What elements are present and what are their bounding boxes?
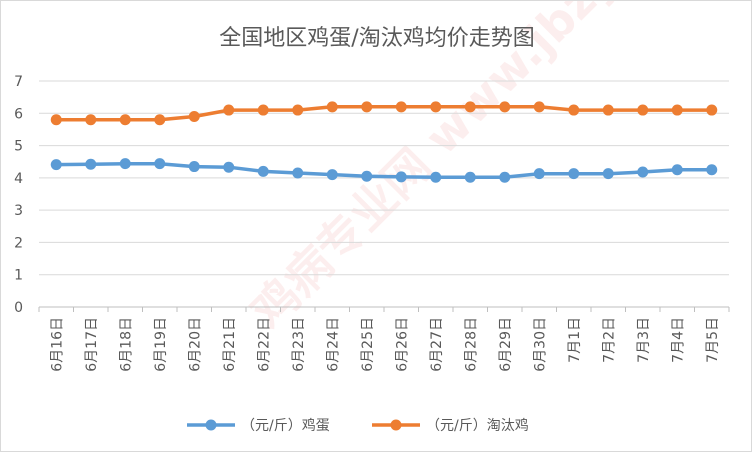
- y-tick-label: 0: [14, 300, 23, 316]
- data-point: [257, 165, 269, 177]
- data-point: [188, 111, 200, 123]
- y-tick-label: 6: [14, 106, 23, 122]
- grid: [39, 80, 729, 308]
- x-tick-label: 7月2日: [601, 317, 617, 363]
- data-point: [602, 168, 614, 180]
- series-line: [54, 105, 714, 122]
- data-point: [568, 168, 580, 180]
- data-point: [50, 159, 62, 171]
- data-point: [637, 166, 649, 178]
- x-tick-label: 6月28日: [463, 317, 479, 372]
- data-point: [637, 104, 649, 116]
- series-2: [50, 101, 718, 126]
- x-tick-label: 7月4日: [670, 317, 686, 363]
- data-point: [706, 164, 718, 176]
- data-point: [464, 171, 476, 183]
- data-point: [602, 104, 614, 116]
- data-point: [119, 158, 131, 170]
- legend-label: （元/斤）鸡蛋: [241, 417, 330, 434]
- x-tick-label: 7月1日: [567, 317, 583, 363]
- data-point: [154, 158, 166, 170]
- x-tick-label: 6月29日: [498, 317, 514, 372]
- data-point: [361, 101, 373, 113]
- data-point: [50, 114, 62, 126]
- y-tick-label: 2: [14, 235, 23, 251]
- data-point: [257, 104, 269, 116]
- legend-label: （元/斤）淘汰鸡: [426, 417, 529, 434]
- x-tick-label: 6月18日: [118, 317, 134, 372]
- data-point: [292, 167, 304, 179]
- x-axis: 6月16日 6月17日 6月18日 6月19日 6月20日 6月21日 6月22日 6月23日…: [38, 307, 730, 372]
- legend-marker: [390, 419, 402, 431]
- data-point: [119, 114, 131, 126]
- legend-item: （元/斤）淘汰鸡: [372, 417, 529, 434]
- chart-title: 全国地区鸡蛋/淘汰鸡均价走势图: [219, 26, 534, 51]
- y-tick-label: 3: [14, 203, 23, 219]
- series: [50, 101, 718, 183]
- y-tick-label: 1: [14, 268, 23, 284]
- x-tick-label: 6月24日: [325, 317, 341, 372]
- data-point: [326, 101, 338, 113]
- x-tick-label: 7月3日: [636, 317, 652, 363]
- legend-marker: [205, 419, 217, 431]
- legend-item: （元/斤）鸡蛋: [187, 417, 330, 434]
- data-point: [361, 170, 373, 182]
- data-point: [533, 101, 545, 113]
- data-point: [395, 101, 407, 113]
- data-point: [671, 164, 683, 176]
- x-tick-label: 6月21日: [222, 317, 238, 372]
- data-point: [706, 104, 718, 116]
- data-point: [568, 104, 580, 116]
- data-point: [292, 104, 304, 116]
- y-tick-label: 4: [14, 171, 23, 187]
- x-tick-label: 6月16日: [49, 317, 65, 372]
- x-tick-label: 6月19日: [153, 317, 169, 372]
- data-point: [85, 114, 97, 126]
- data-point: [188, 161, 200, 173]
- y-axis: 0 1 2 3 4 5 6 7: [14, 74, 23, 316]
- x-tick-label: 7月5日: [705, 317, 721, 363]
- legend: （元/斤）鸡蛋 （元/斤）淘汰鸡: [187, 417, 529, 434]
- series-1: [50, 158, 718, 183]
- data-point: [671, 104, 683, 116]
- data-point: [223, 161, 235, 173]
- data-point: [395, 171, 407, 183]
- data-point: [326, 169, 338, 181]
- data-point: [223, 104, 235, 116]
- x-tick-label: 6月27日: [429, 317, 445, 372]
- data-point: [499, 171, 511, 183]
- data-point: [85, 158, 97, 170]
- x-tick-label: 6月30日: [532, 317, 548, 372]
- x-tick-label: 6月25日: [360, 317, 376, 372]
- series-line: [54, 161, 714, 179]
- data-point: [464, 101, 476, 113]
- x-tick-label: 6月22日: [256, 317, 272, 372]
- data-point: [430, 171, 442, 183]
- x-tick-label: 6月20日: [187, 317, 203, 372]
- data-point: [430, 101, 442, 113]
- data-point: [533, 168, 545, 180]
- y-tick-label: 7: [14, 74, 23, 90]
- data-point: [154, 114, 166, 126]
- x-tick-label: 6月23日: [291, 317, 307, 372]
- data-point: [499, 101, 511, 113]
- y-tick-label: 5: [14, 139, 23, 155]
- x-tick-label: 6月26日: [394, 317, 410, 372]
- x-tick-label: 6月17日: [84, 317, 100, 372]
